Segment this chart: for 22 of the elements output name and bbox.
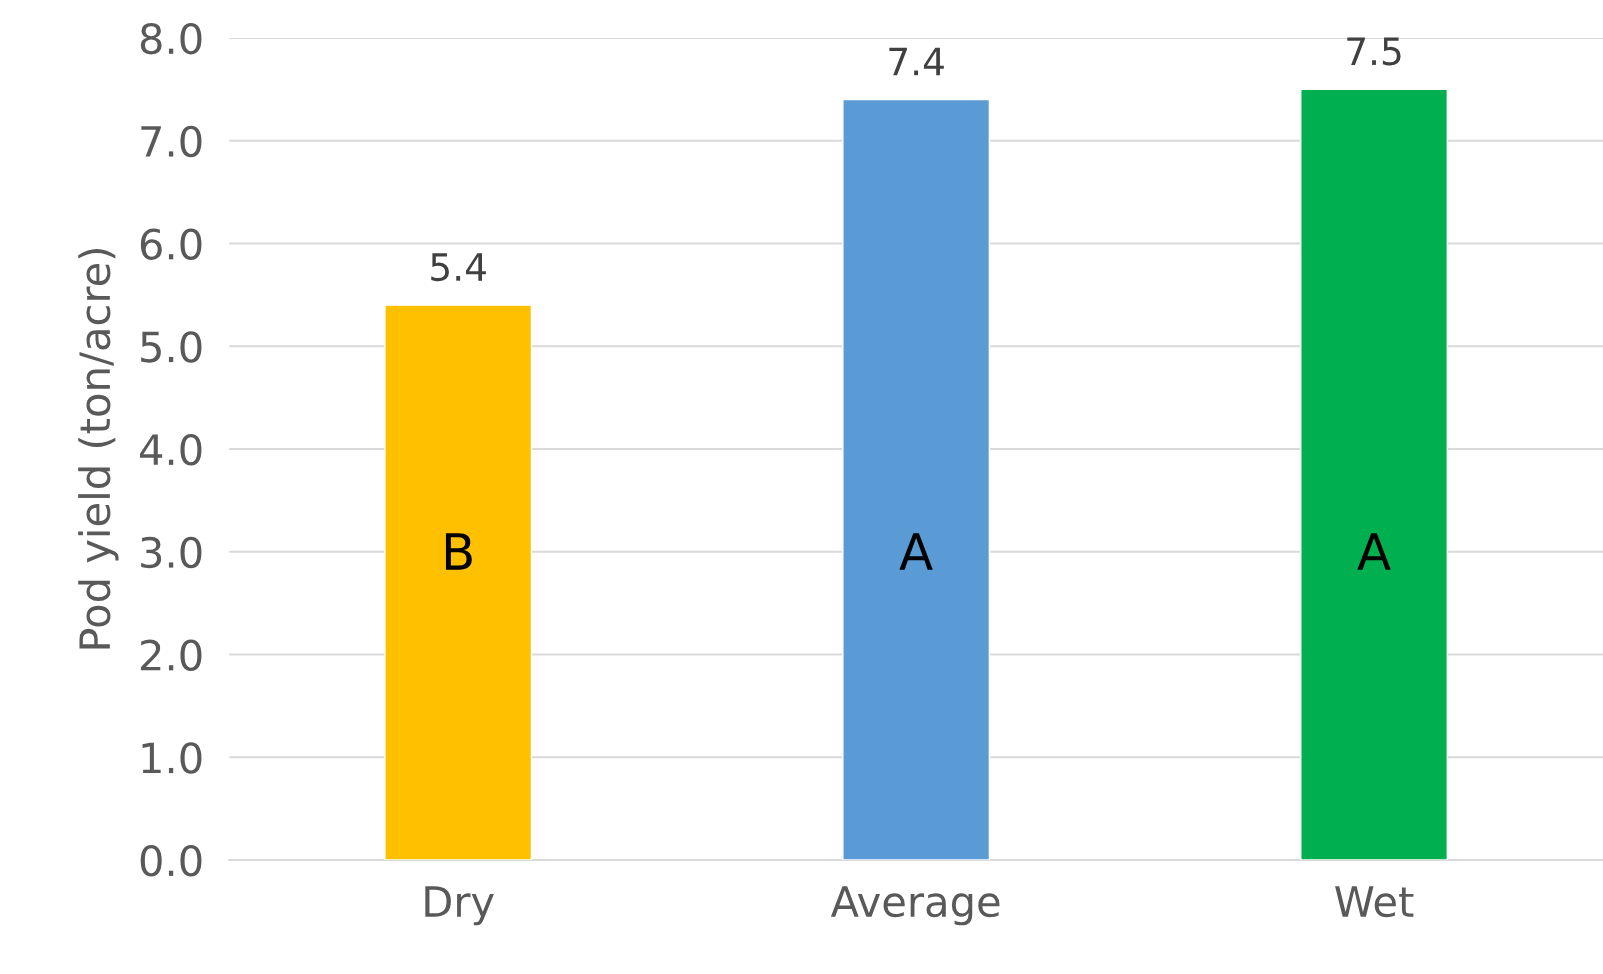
- y-tick-label: 7.0: [141, 125, 202, 158]
- data-label: 5.4: [431, 253, 486, 282]
- y-tick-label: 4.0: [140, 433, 202, 466]
- x-tick-label: Dry: [425, 886, 494, 926]
- y-axis-title: Pod yield (ton/acre): [78, 249, 119, 649]
- data-label: 7.4: [889, 47, 944, 76]
- y-tick-label: 6.0: [140, 228, 202, 260]
- data-label: 7.5: [1347, 37, 1401, 66]
- y-tick-label: 8.0: [140, 22, 202, 55]
- y-tick-label: 3.0: [141, 536, 202, 569]
- annotation: A: [899, 533, 933, 570]
- y-tick-label: 5.0: [141, 331, 202, 363]
- y-tick-label: 2.0: [141, 639, 202, 671]
- x-tick-label: Average: [830, 886, 1000, 926]
- annotation: B: [445, 533, 472, 570]
- y-tick-label: 0.0: [140, 844, 202, 877]
- y-tick-label: 1.0: [142, 742, 202, 774]
- bar: [1300, 88, 1449, 861]
- x-tick-label: Wet: [1335, 886, 1414, 918]
- bar: [842, 98, 991, 861]
- annotation: A: [1357, 533, 1391, 570]
- bar: [384, 304, 533, 861]
